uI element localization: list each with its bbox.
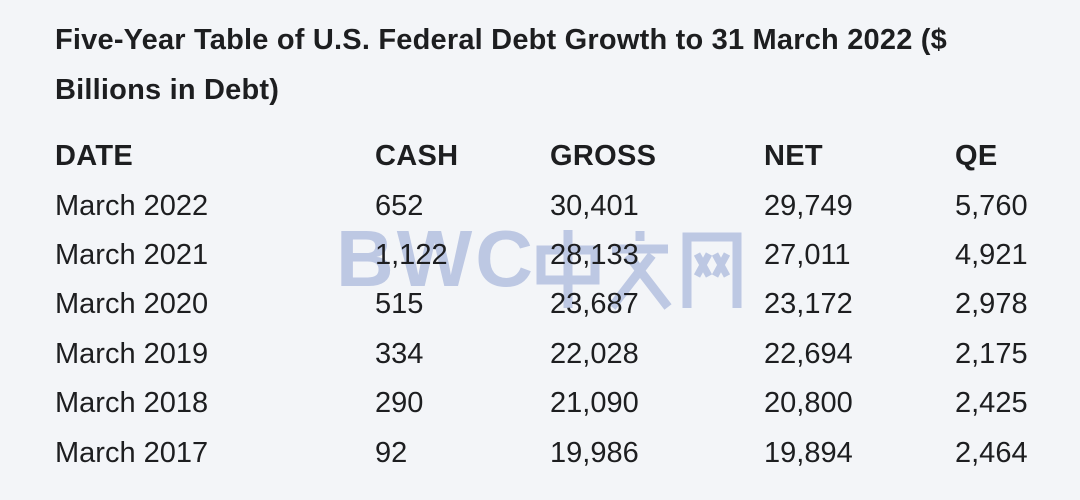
cell-date: March 2020	[55, 288, 209, 321]
cell-gross: 23,687	[550, 288, 639, 321]
cell-qe: 4,921	[955, 238, 1028, 271]
cell-net: 27,011	[764, 238, 851, 271]
cell-gross: 22,028	[550, 337, 639, 370]
table-row-march-2019: March 2019 334 22,028 22,694 2,175	[55, 330, 1080, 379]
column-header-date: DATE	[55, 140, 133, 173]
cell-net: 19,894	[764, 436, 853, 469]
cell-net: 20,800	[764, 387, 853, 420]
debt-table: DATE CASH GROSS NET QE March 2022 652 30…	[55, 132, 1080, 478]
table-row-march-2017: March 2017 92 19,986 19,894 2,464	[55, 428, 1080, 477]
cell-cash: 652	[375, 189, 424, 222]
cell-date: March 2017	[55, 436, 209, 469]
cell-qe: 2,978	[955, 288, 1028, 321]
cell-date: March 2022	[55, 189, 209, 222]
cell-gross: 19,986	[550, 436, 639, 469]
column-header-net: NET	[764, 140, 823, 173]
cell-date: March 2019	[55, 337, 209, 370]
table-row-march-2021: March 2021 1,122 28,133 27,011 4,921	[55, 231, 1080, 280]
cell-qe: 2,464	[955, 436, 1028, 469]
cell-qe: 5,760	[955, 189, 1028, 222]
cell-cash: 1,122	[375, 238, 448, 271]
page-title: Five-Year Table of U.S. Federal Debt Gro…	[55, 15, 947, 115]
column-header-gross: GROSS	[550, 140, 657, 173]
page-title-line-1: Five-Year Table of U.S. Federal Debt Gro…	[55, 24, 947, 56]
cell-net: 29,749	[764, 189, 853, 222]
cell-date: March 2018	[55, 387, 209, 420]
cell-net: 23,172	[764, 288, 853, 321]
column-header-qe: QE	[955, 140, 998, 173]
cell-qe: 2,175	[955, 337, 1028, 370]
column-header-cash: CASH	[375, 140, 459, 173]
page-title-line-2: Billions in Debt)	[55, 74, 280, 106]
cell-cash: 334	[375, 337, 424, 370]
cell-cash: 515	[375, 288, 424, 321]
table-header-row: DATE CASH GROSS NET QE	[55, 132, 1080, 181]
table-row-march-2018: March 2018 290 21,090 20,800 2,425	[55, 379, 1080, 428]
cell-net: 22,694	[764, 337, 853, 370]
cell-gross: 28,133	[550, 238, 639, 271]
cell-date: March 2021	[55, 238, 209, 271]
table-row-march-2022: March 2022 652 30,401 29,749 5,760	[55, 181, 1080, 230]
cell-qe: 2,425	[955, 387, 1028, 420]
table-row-march-2020: March 2020 515 23,687 23,172 2,978	[55, 280, 1080, 329]
cell-cash: 92	[375, 436, 408, 469]
cell-gross: 30,401	[550, 189, 639, 222]
cell-gross: 21,090	[550, 387, 639, 420]
cell-cash: 290	[375, 387, 424, 420]
